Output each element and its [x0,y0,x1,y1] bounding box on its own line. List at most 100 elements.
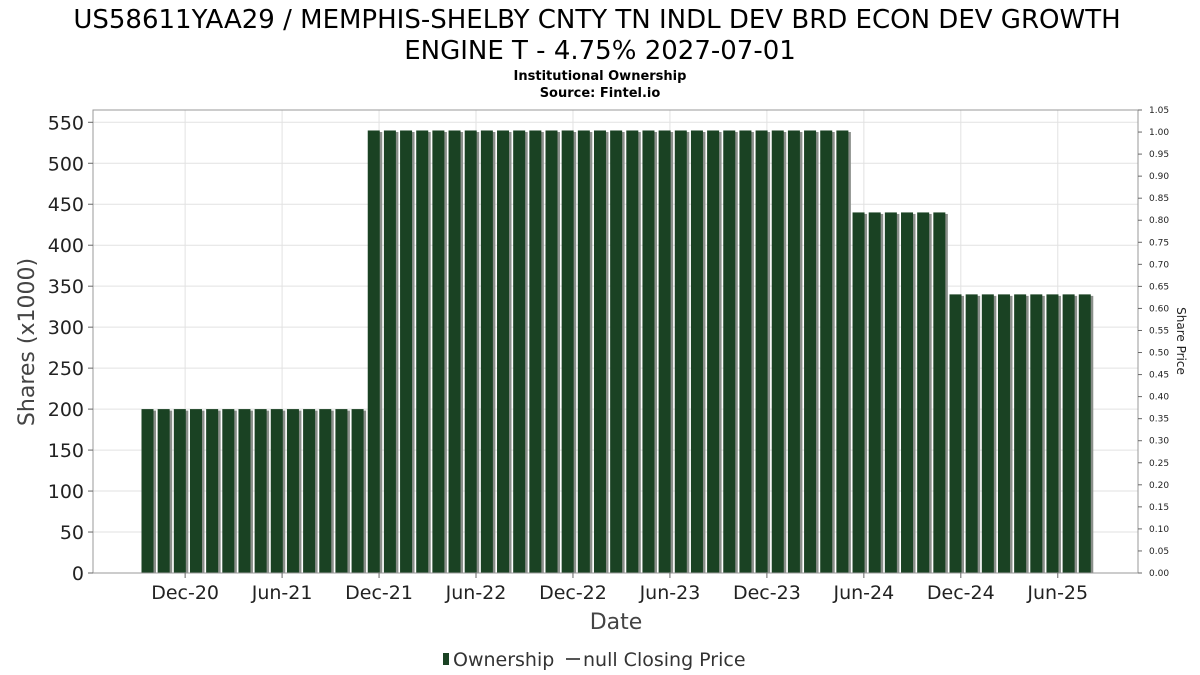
ownership-bar [1062,294,1075,573]
ownership-bar [351,409,364,573]
ownership-bar [432,130,445,573]
x-axis-label: Date [590,610,643,635]
ownership-bar [1046,294,1059,573]
ownership-bar [707,130,720,573]
y2-tick-label: 0.40 [1149,393,1169,403]
ownership-bar [286,409,299,573]
y-axis-ticks: 0 50 100 150 200 250 300 350 400 450 500 550 [48,112,93,585]
x-axis-ticks: Dec-20 Jun-21 Dec-21 Jun-22 Dec-22 Jun-23 Dec-… [151,573,1088,604]
ownership-bar [658,130,671,573]
y-tick-label: 350 [48,276,84,298]
y2-tick-label: 0.35 [1149,415,1169,425]
y2-tick-label: 0.55 [1149,326,1169,336]
ownership-bar [335,409,348,573]
ownership-bar [787,130,800,573]
y2-tick-label: 0.00 [1149,569,1169,579]
ownership-bar [270,409,283,573]
ownership-bar [593,130,606,573]
y-tick-label: 150 [48,440,84,462]
y-tick-label: 450 [48,194,84,216]
ownership-bar [480,130,493,573]
ownership-bar [238,409,251,573]
ownership-bar [739,130,752,573]
ownership-bar [400,130,413,573]
y2-tick-label: 1.05 [1149,106,1169,116]
ownership-bar [319,409,332,573]
ownership-bar [206,409,219,573]
ownership-bar [497,130,510,573]
y2-tick-label: 0.20 [1149,481,1169,491]
y-tick-label: 100 [48,481,84,503]
x-tick-label: Dec-20 [151,582,219,604]
ownership-bar [690,130,703,573]
x-tick-label: Jun-25 [1026,582,1088,604]
y-tick-label: 400 [48,235,84,257]
ownership-bar [820,130,833,573]
ownership-bar [610,130,623,573]
y2-tick-label: 0.75 [1149,238,1169,248]
ownership-bar [561,130,574,573]
ownership-bar [965,294,978,573]
y2-tick-label: 0.65 [1149,282,1169,292]
y2-tick-label: 0.95 [1149,150,1169,160]
y2-tick-label: 0.60 [1149,304,1169,314]
y-tick-label: 200 [48,399,84,421]
ownership-bar [448,130,461,573]
chart-subtitle: Institutional Ownership [514,69,687,84]
ownership-bar [577,130,590,573]
y-tick-label: 50 [60,522,84,544]
x-tick-label: Dec-21 [345,582,413,604]
ownership-bar [254,409,267,573]
y-axis-label: Shares (x1000) [15,258,40,426]
ownership-bar [383,130,396,573]
ownership-bar [723,130,736,573]
legend-price-label: null Closing Price [583,649,746,671]
ownership-bar [933,212,946,573]
chart-source: Source: Fintel.io [540,86,661,101]
y2-tick-label: 0.50 [1149,349,1169,359]
ownership-bar [901,212,914,573]
y-tick-label: 500 [48,153,84,175]
y2-tick-label: 0.15 [1149,503,1169,513]
ownership-bar [141,409,154,573]
x-tick-label: Jun-22 [445,582,507,604]
ownership-bar [1030,294,1043,573]
x-tick-label: Jun-23 [639,582,701,604]
x-tick-label: Dec-23 [733,582,801,604]
y2-tick-label: 0.70 [1149,260,1169,270]
ownership-bar [416,130,429,573]
y2-axis-label: Share Price [1174,307,1188,375]
y2-tick-label: 0.85 [1149,194,1169,204]
legend-ownership-swatch [443,653,449,665]
bar-series [141,130,1094,573]
y-tick-label: 550 [48,112,84,134]
ownership-bar [949,294,962,573]
y2-axis-ticks: 0.00 0.05 0.10 0.15 0.20 0.25 0.30 0.35 0.40 0.45… [1138,106,1169,579]
y-tick-label: 300 [48,317,84,339]
x-tick-label: Dec-24 [927,582,995,604]
y2-tick-label: 0.45 [1149,371,1169,381]
ownership-bar [367,130,380,573]
x-tick-label: Jun-24 [832,582,894,604]
y2-tick-label: 0.05 [1149,547,1169,557]
ownership-bar [1014,294,1027,573]
ownership-bar [303,409,316,573]
x-tick-label: Dec-22 [539,582,607,604]
ownership-bar [1078,294,1091,573]
ownership-bar [917,212,930,573]
y2-tick-label: 0.90 [1149,172,1169,182]
legend: Ownership null Closing Price [443,649,746,671]
ownership-bar [626,130,639,573]
y2-tick-label: 0.30 [1149,437,1169,447]
ownership-bar [464,130,477,573]
ownership-bar [157,409,170,573]
ownership-bar [836,130,849,573]
ownership-bar [222,409,235,573]
ownership-bar [804,130,817,573]
y-tick-label: 0 [72,563,84,585]
ownership-bar [513,130,526,573]
ownership-bar [189,409,202,573]
ownership-bar [642,130,655,573]
ownership-bar [545,130,558,573]
